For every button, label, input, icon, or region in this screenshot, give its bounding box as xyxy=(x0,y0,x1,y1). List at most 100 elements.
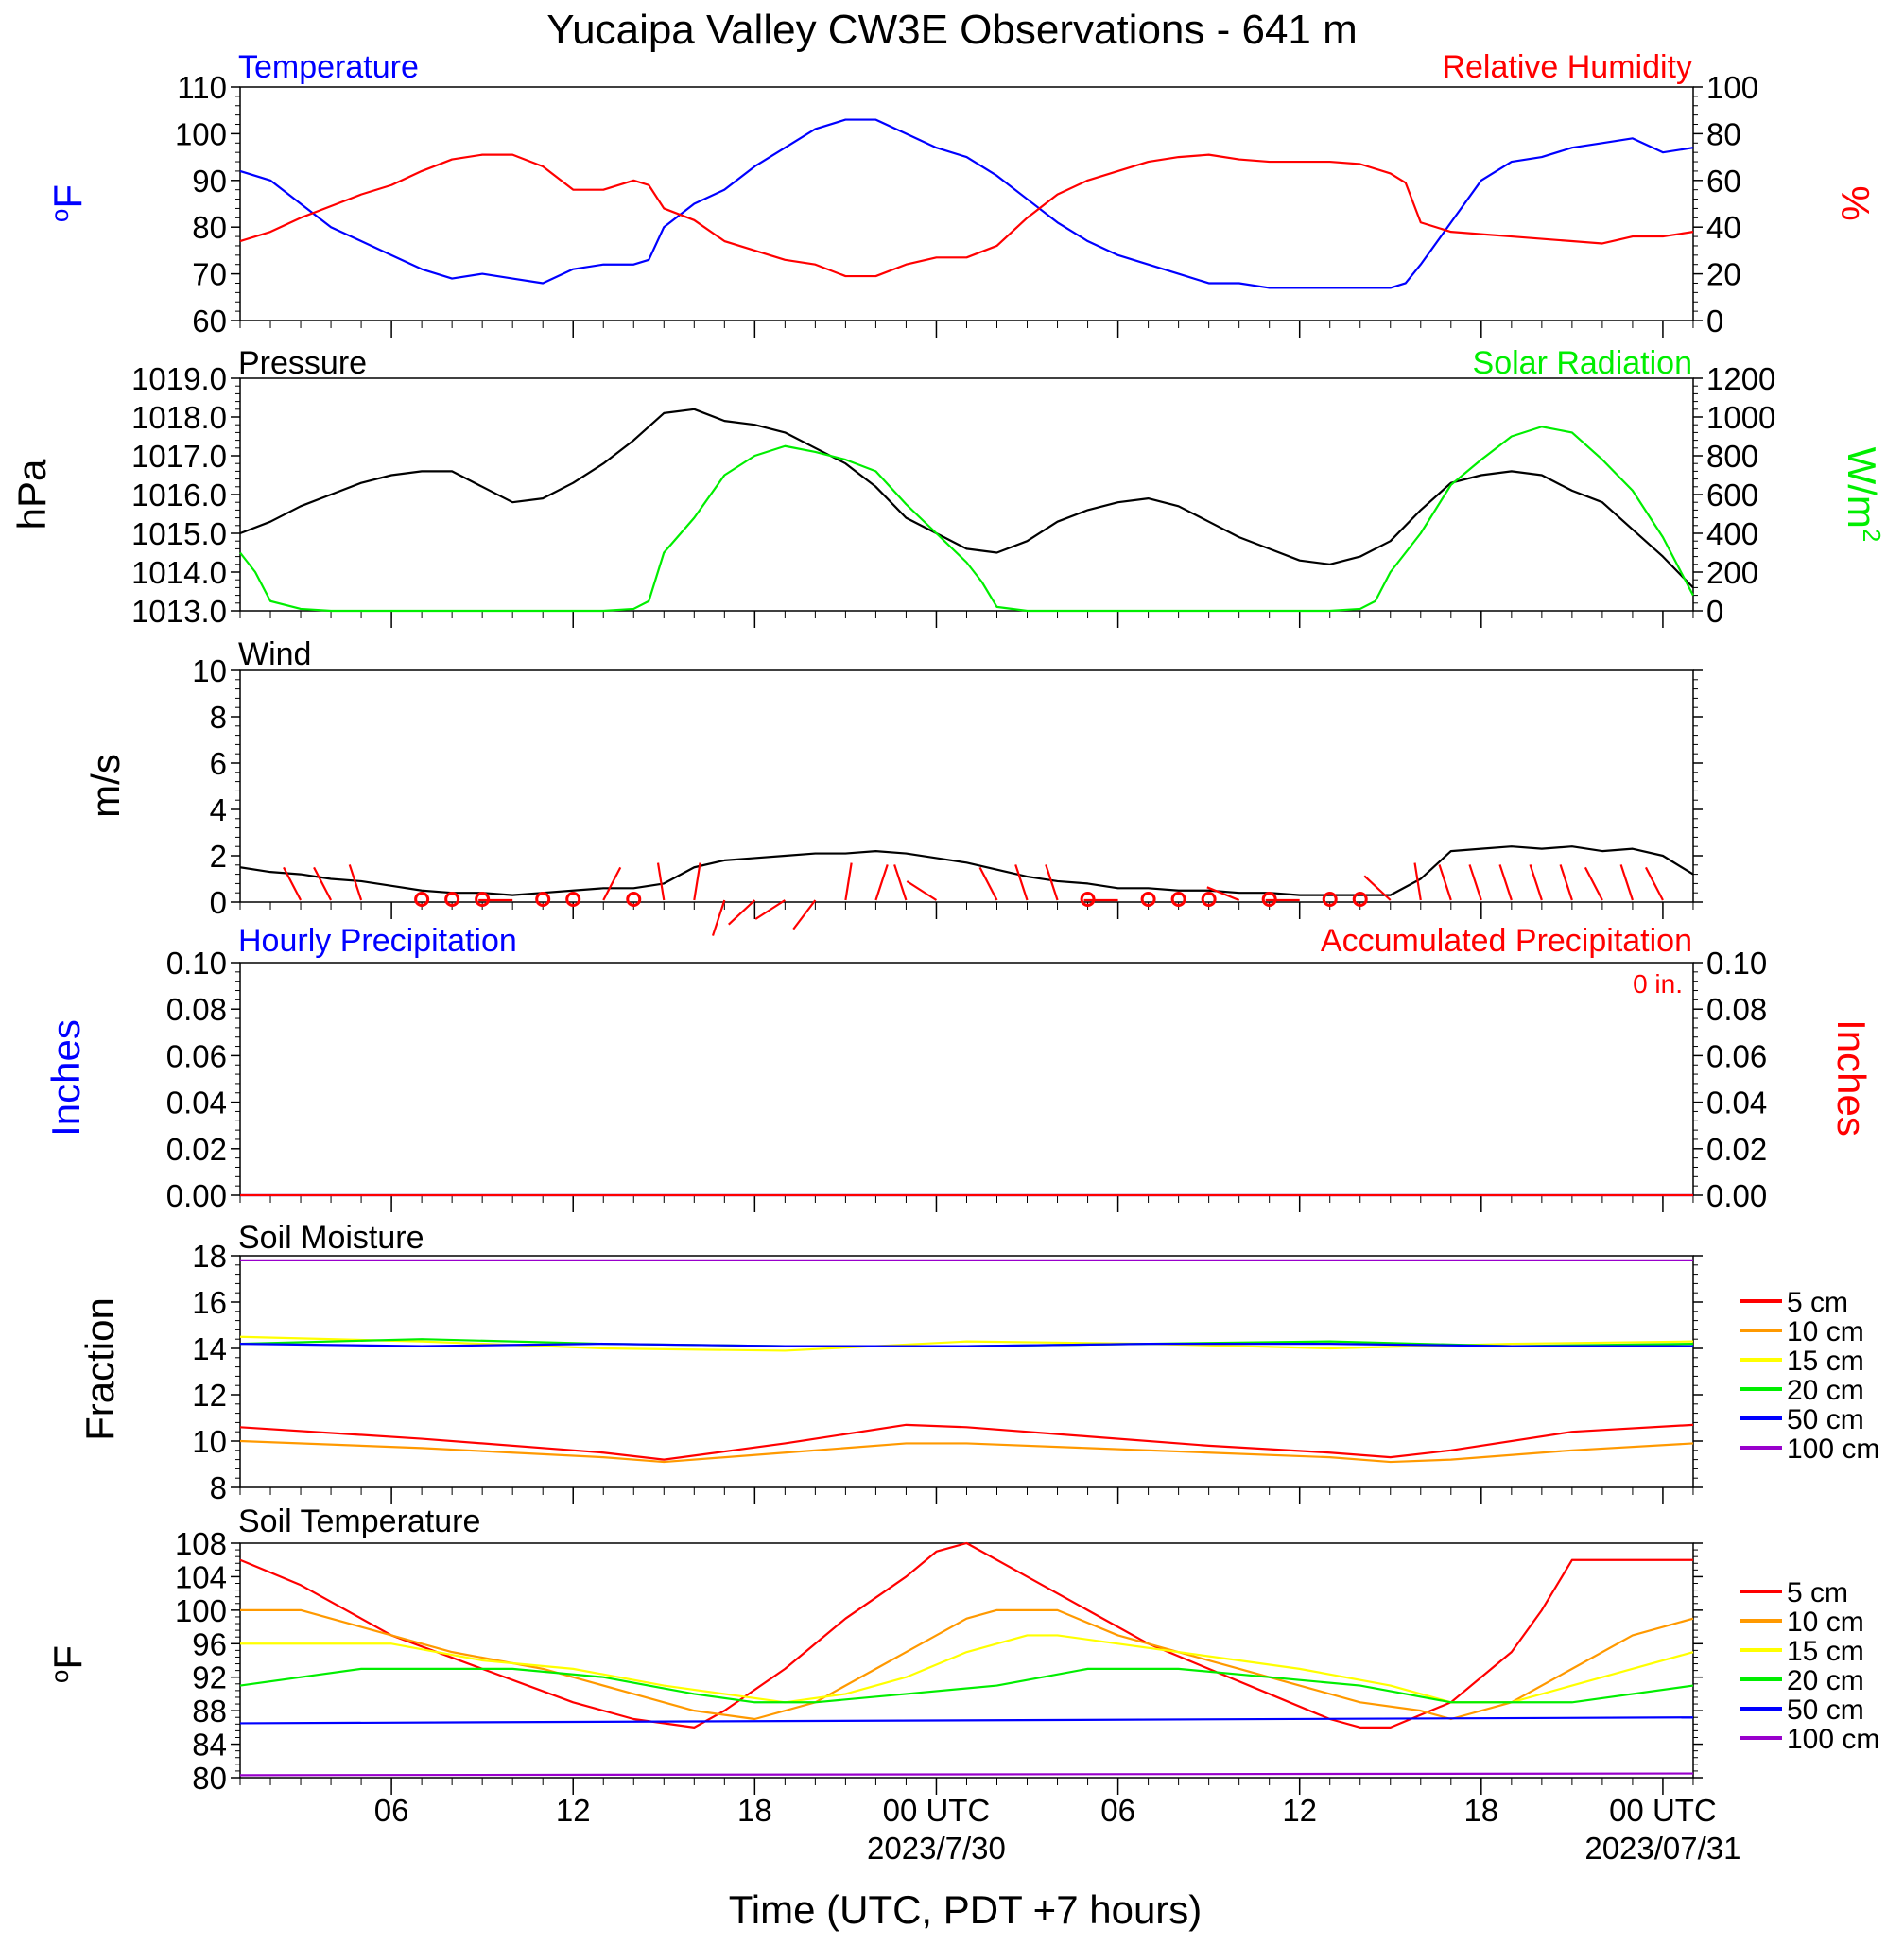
wind-barb xyxy=(844,862,853,901)
soilm-series-line xyxy=(239,1439,1694,1464)
chart-title: Yucaipa Valley CW3E Observations - 641 m xyxy=(546,7,1358,53)
wind-axes: 0 2 4 6 8 10 xyxy=(192,653,1703,920)
wind-barb xyxy=(728,899,756,926)
precip-frame xyxy=(239,962,1694,1196)
precip-ytick-label-left: 0.02 xyxy=(166,1132,227,1167)
wind-calm-marker xyxy=(565,892,581,907)
soil-temp-ylabel-main: F xyxy=(45,1645,90,1670)
soil-temp-ylabel-sup: o xyxy=(45,1670,74,1683)
legend-label: 20 cm xyxy=(1787,1375,1864,1406)
wind-plot xyxy=(239,845,1694,936)
accum-precip-title: Accumulated Precipitation xyxy=(1321,923,1692,959)
pres-ytick-label-left: 1019.0 xyxy=(131,361,227,396)
temp-ylabel: oF xyxy=(45,184,90,222)
soilm-ytick-label-left: 16 xyxy=(192,1285,227,1320)
legend-label: 50 cm xyxy=(1787,1694,1864,1726)
panel-precipitation: Hourly Precipitation Accumulated Precipi… xyxy=(43,923,1874,1213)
pres-ytick-label-left: 1016.0 xyxy=(131,478,227,513)
soilt-ytick-label-left: 108 xyxy=(175,1526,227,1561)
pres-ytick-label-right: 1200 xyxy=(1706,361,1775,396)
wind-frame xyxy=(239,669,1694,903)
wind-barb xyxy=(792,899,817,930)
legend-label: 100 cm xyxy=(1787,1724,1879,1755)
wind-barb xyxy=(711,899,726,936)
wind-barb xyxy=(1413,862,1422,901)
temp-ytick-label-left: 60 xyxy=(192,304,227,339)
pres-ytick-label-right: 0 xyxy=(1706,594,1723,629)
legend-label: 5 cm xyxy=(1787,1577,1848,1608)
soil-moisture-axes: 8 10 12 14 16 18 xyxy=(192,1239,1703,1505)
panel-temperature: Temperature Relative Humidity oF % 60 70 8… xyxy=(45,49,1878,339)
wind-barb xyxy=(313,866,333,901)
wind-barb xyxy=(1529,864,1543,901)
soilm-series-line xyxy=(239,1423,1694,1461)
soil-moisture-title: Soil Moisture xyxy=(238,1220,424,1256)
wind-ytick-label-left: 10 xyxy=(192,653,227,688)
legend-label: 15 cm xyxy=(1787,1636,1864,1667)
soilt-ytick-label-left: 104 xyxy=(175,1559,227,1594)
wind-barb xyxy=(754,899,786,920)
soilm-ytick-label-left: 8 xyxy=(210,1470,227,1505)
wind-barb xyxy=(893,864,908,901)
wind-ytick-label-left: 0 xyxy=(210,885,227,920)
wind-calm-marker xyxy=(1322,892,1338,907)
temp-ytick-label-right: 100 xyxy=(1706,70,1758,105)
legend-label: 20 cm xyxy=(1787,1665,1864,1696)
x-tick-label: 00 UTC xyxy=(1609,1793,1717,1828)
soilt-ytick-label-left: 100 xyxy=(175,1593,227,1628)
soil-moisture-ylabel: Fraction xyxy=(78,1297,122,1441)
temp-ytick-label-left: 100 xyxy=(175,116,227,151)
soilm-series-line xyxy=(239,1342,1693,1347)
precip-ylabel-right: Inches xyxy=(1829,1019,1874,1137)
soilt-series-line xyxy=(239,1541,1693,1729)
wind-calm-marker xyxy=(535,892,551,907)
temp-ytick-label-left: 90 xyxy=(192,164,227,199)
wind-ytick-label-left: 6 xyxy=(210,746,227,781)
wind-barb xyxy=(1584,866,1603,901)
pres-ytick-label-left: 1017.0 xyxy=(131,439,227,474)
x-tick-label: 12 xyxy=(556,1793,591,1828)
x-tick-label: 12 xyxy=(1282,1793,1317,1828)
wind-barb xyxy=(602,866,622,901)
wind-series-line xyxy=(239,845,1694,896)
temp-ylabel-sup: o xyxy=(45,209,74,222)
wind-barb xyxy=(1206,886,1240,902)
soilt-ytick-label-left: 80 xyxy=(192,1761,227,1796)
wind-ytick-label-left: 2 xyxy=(210,839,227,874)
wind-calm-marker xyxy=(1201,892,1217,907)
temp-series-line xyxy=(239,153,1694,278)
wind-barb xyxy=(1498,864,1513,901)
wind-barb xyxy=(1559,864,1573,901)
pres-series-line xyxy=(239,426,1694,613)
x-date-label: 2023/07/31 xyxy=(1584,1831,1740,1866)
temp-ytick-label-left: 80 xyxy=(192,210,227,245)
x-tick-label: 06 xyxy=(374,1793,409,1828)
wind-barb xyxy=(1014,864,1029,901)
panel-pressure: Pressure Solar Radiation hPa W/m2 1013.0… xyxy=(9,345,1886,629)
wind-calm-marker xyxy=(444,892,460,907)
precip-ytick-label-left: 0.08 xyxy=(166,992,227,1027)
soilt-series-line xyxy=(239,1667,1694,1704)
precip-ytick-label-right: 0.10 xyxy=(1706,946,1767,981)
temp-plot xyxy=(239,118,1694,289)
wind-barb xyxy=(906,880,938,901)
precip-ytick-label-right: 0.04 xyxy=(1706,1086,1767,1121)
pres-series-line xyxy=(239,408,1694,589)
solar-ylabel: W/m2 xyxy=(1840,447,1886,543)
legend-label: 50 cm xyxy=(1787,1404,1864,1435)
soil-temp-plot xyxy=(239,1541,1694,1777)
temp-series-line xyxy=(239,118,1694,289)
temp-ytick-label-right: 80 xyxy=(1706,116,1741,151)
wind-ytick-label-left: 4 xyxy=(210,792,227,827)
pres-ytick-label-right: 600 xyxy=(1706,478,1758,513)
precip-ytick-label-left: 0.10 xyxy=(166,946,227,981)
wind-barb xyxy=(656,862,666,901)
wind-calm-marker xyxy=(1170,892,1186,907)
wind-barb xyxy=(874,864,889,901)
soil-temp-ylabel: oF xyxy=(45,1645,90,1683)
wind-barb xyxy=(1045,864,1059,901)
precip-ylabel-left: Inches xyxy=(43,1019,88,1137)
